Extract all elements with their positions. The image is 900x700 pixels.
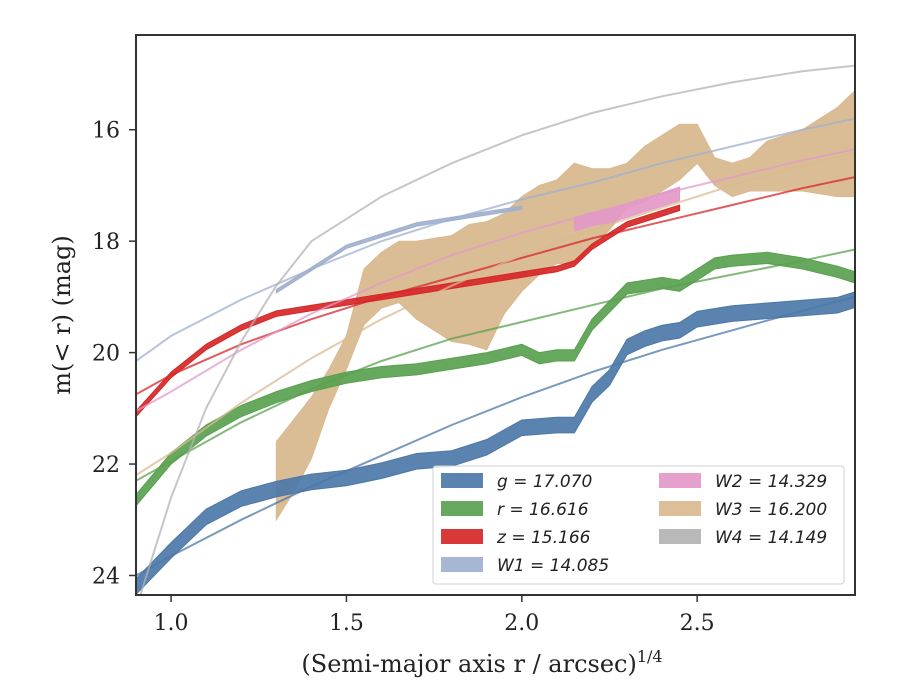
- fit-w2: [136, 148, 855, 412]
- x-tick-label: 1.0: [154, 611, 189, 636]
- legend-swatch-z: [441, 529, 483, 544]
- legend-label-z: z = 15.166: [496, 528, 591, 548]
- y-axis: 16 18 20 22 24: [92, 119, 136, 589]
- legend-swatch-w3: [659, 501, 701, 516]
- fit-r: [136, 248, 855, 482]
- y-tick-label: 20: [92, 342, 120, 367]
- legend-label-r: r = 16.616: [497, 500, 589, 520]
- x-tick-label: 2.5: [680, 611, 715, 636]
- legend-box: [432, 465, 845, 585]
- x-axis-label: (Semi-major axis r / arcsec)1/4: [301, 647, 662, 678]
- band-w3: [275, 90, 855, 522]
- x-tick-label: 2.0: [504, 611, 539, 636]
- fit-w4: [139, 64, 855, 595]
- legend-label-w4: W4 = 14.149: [715, 528, 827, 548]
- data-bands: [136, 90, 855, 595]
- plot-frame: [135, 34, 856, 596]
- y-axis-label: m(< r) (mag): [48, 235, 76, 394]
- y-tick-label: 24: [92, 564, 120, 589]
- x-tick-label: 1.5: [329, 611, 364, 636]
- fit-z: [136, 176, 855, 396]
- fit-g: [136, 295, 855, 577]
- legend-swatch-g: [441, 473, 483, 488]
- y-tick-label: 18: [92, 230, 120, 255]
- y-tick-label: 22: [92, 453, 120, 478]
- legend-swatch-w4: [659, 529, 701, 544]
- legend-label-w3: W3 = 16.200: [715, 500, 827, 520]
- y-tick-label: 16: [92, 119, 120, 144]
- fit-curves: [136, 64, 855, 595]
- legend-label-g: g = 17.070: [497, 472, 592, 492]
- legend-label-w2: W2 = 14.329: [715, 472, 827, 492]
- band-z: [136, 204, 681, 418]
- legend-swatch-r: [441, 501, 483, 516]
- band-w1: [275, 205, 523, 294]
- legend: g = 17.070 r = 16.616 z = 15.166 W1 = 14.08…: [432, 465, 845, 585]
- fit-w1: [136, 117, 855, 362]
- legend-swatch-w2: [659, 473, 701, 488]
- legend-label-w1: W1 = 14.085: [497, 556, 609, 576]
- legend-swatch-w1: [441, 557, 483, 572]
- x-axis: 1.0 1.5 2.0 2.5: [154, 595, 715, 636]
- band-g: [136, 291, 855, 595]
- band-r: [136, 251, 855, 507]
- fit-w3: [136, 151, 855, 477]
